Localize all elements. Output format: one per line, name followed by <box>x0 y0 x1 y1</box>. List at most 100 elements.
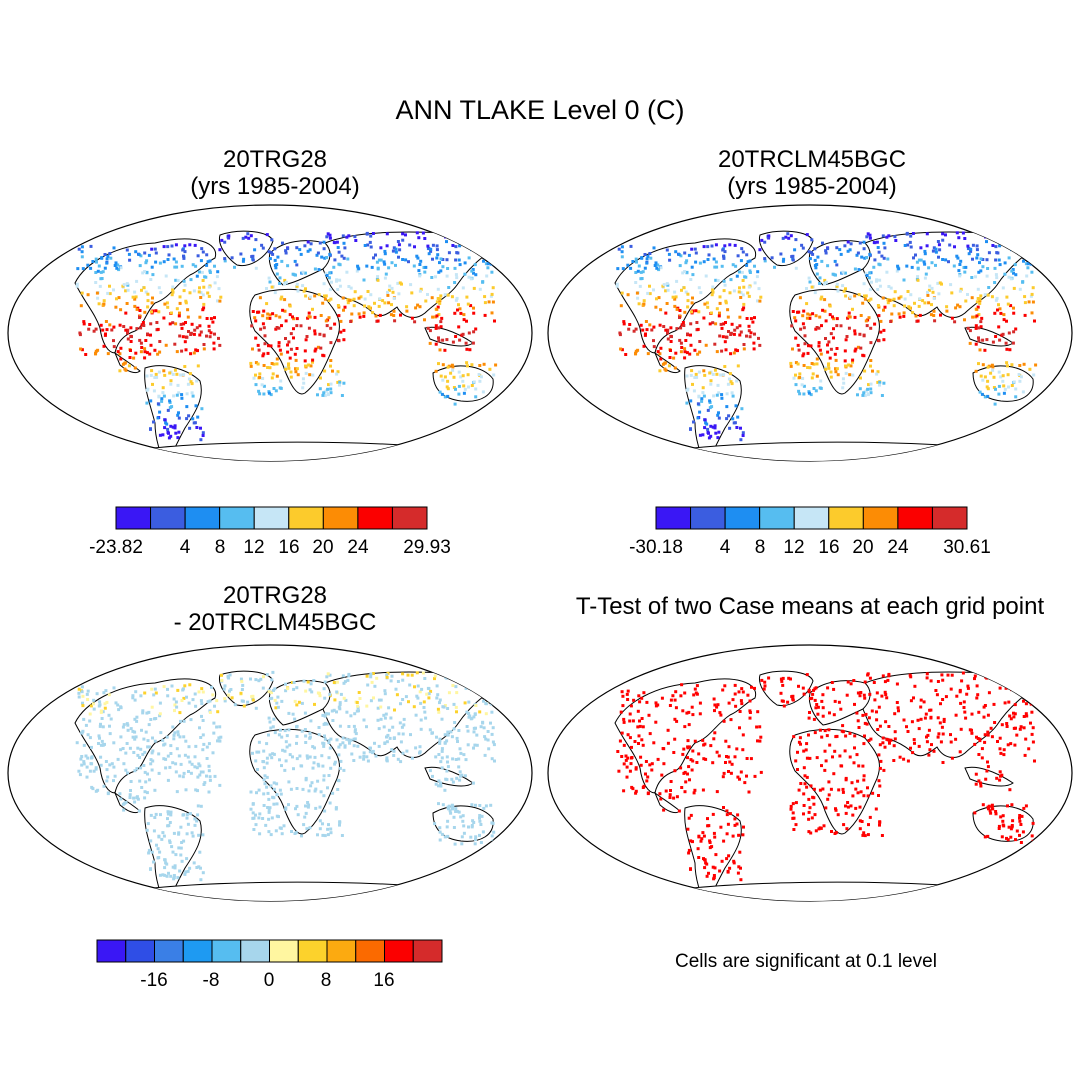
grid-cell <box>147 745 151 749</box>
grid-cell <box>457 810 461 814</box>
grid-cell <box>483 735 487 739</box>
grid-cell <box>223 699 227 703</box>
grid-cell <box>119 735 123 739</box>
grid-cell <box>340 394 344 397</box>
grid-cell <box>703 373 707 377</box>
grid-cell <box>482 699 485 703</box>
grid-cell <box>733 243 737 247</box>
grid-cell <box>863 834 867 838</box>
grid-cell <box>375 676 379 680</box>
grid-cell <box>126 288 130 292</box>
grid-cell <box>739 296 743 299</box>
grid-cell <box>836 813 840 817</box>
grid-cell <box>171 288 175 292</box>
grid-cell <box>619 304 623 308</box>
colorbar-swatch <box>357 506 393 530</box>
grid-cell <box>628 719 632 723</box>
grid-cell <box>335 278 339 282</box>
grid-cell <box>1010 824 1014 827</box>
grid-cell <box>362 754 366 758</box>
grid-cell <box>870 280 873 284</box>
grid-cell <box>995 776 999 780</box>
grid-cell <box>950 316 954 320</box>
grid-cell <box>875 372 879 376</box>
grid-cell <box>308 373 312 377</box>
grid-cell <box>149 399 153 403</box>
grid-cell <box>84 723 88 727</box>
grid-cell <box>296 289 300 293</box>
grid-cell <box>644 760 648 763</box>
grid-cell <box>106 352 110 356</box>
grid-cell <box>937 732 941 736</box>
grid-cell <box>732 289 736 293</box>
grid-cell <box>1008 788 1012 792</box>
grid-cell <box>317 726 321 729</box>
grid-cell <box>452 386 456 389</box>
grid-cell <box>725 832 729 836</box>
grid-cell <box>323 834 327 838</box>
grid-cell <box>1007 256 1011 260</box>
grid-cell <box>792 828 796 831</box>
grid-cell <box>690 768 694 772</box>
colorbar-swatch <box>690 506 726 530</box>
grid-cell <box>387 706 391 710</box>
colorbar-3-swatches <box>96 939 443 963</box>
grid-cell <box>648 292 652 296</box>
grid-cell <box>805 302 809 306</box>
grid-cell <box>718 311 721 315</box>
grid-cell <box>178 711 182 715</box>
lake-temperature-field-2 <box>615 231 1038 442</box>
grid-cell <box>1001 823 1005 827</box>
grid-cell <box>140 728 143 732</box>
grid-cell <box>77 769 81 773</box>
grid-cell <box>1004 341 1008 345</box>
grid-cell <box>258 392 262 396</box>
grid-cell <box>672 751 676 754</box>
grid-cell <box>467 331 471 335</box>
grid-cell <box>747 294 751 298</box>
grid-cell <box>466 364 469 368</box>
grid-cell <box>985 258 989 262</box>
grid-cell <box>153 739 157 743</box>
grid-cell <box>295 741 298 745</box>
grid-cell <box>193 243 197 247</box>
grid-cell <box>728 760 732 764</box>
grid-cell <box>208 271 212 274</box>
colorbar-1-tick: 8 <box>215 537 226 558</box>
grid-cell <box>435 696 439 700</box>
grid-cell <box>911 751 915 755</box>
grid-cell <box>841 377 845 381</box>
grid-cell <box>131 735 135 739</box>
grid-cell <box>758 299 762 303</box>
grid-cell <box>673 290 677 294</box>
grid-cell <box>1008 714 1012 718</box>
grid-cell <box>178 869 182 873</box>
grid-cell <box>454 335 458 338</box>
grid-cell <box>692 389 696 393</box>
grid-cell <box>192 332 196 336</box>
grid-cell <box>308 755 312 759</box>
grid-cell <box>279 352 283 356</box>
grid-cell <box>211 693 215 697</box>
grid-cell <box>217 336 220 340</box>
grid-cell <box>126 328 130 332</box>
grid-cell <box>454 685 458 689</box>
grid-cell <box>866 387 870 391</box>
grid-cell <box>819 379 823 383</box>
grid-cell <box>104 689 108 693</box>
grid-cell <box>261 817 265 820</box>
grid-cell <box>911 232 915 235</box>
grid-cell <box>443 293 447 297</box>
grid-cell <box>932 749 936 753</box>
grid-cell <box>798 372 802 376</box>
grid-cell <box>189 333 193 336</box>
grid-cell <box>793 316 797 320</box>
grid-cell <box>309 242 313 246</box>
grid-cell <box>1011 676 1015 680</box>
grid-cell <box>324 294 328 298</box>
grid-cell <box>668 793 672 797</box>
grid-cell <box>220 238 224 242</box>
grid-cell <box>180 393 184 397</box>
grid-cell <box>377 258 381 262</box>
grid-cell <box>322 687 326 691</box>
